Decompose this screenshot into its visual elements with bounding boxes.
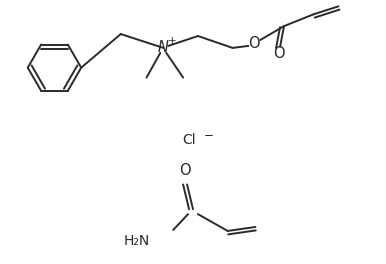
Text: Cl: Cl — [182, 133, 196, 147]
Text: −: − — [204, 129, 214, 143]
Text: H₂N: H₂N — [123, 234, 149, 248]
Text: O: O — [273, 46, 285, 61]
Text: N: N — [158, 40, 169, 55]
Text: O: O — [179, 163, 191, 178]
Text: O: O — [249, 36, 260, 51]
Text: +: + — [168, 36, 176, 46]
